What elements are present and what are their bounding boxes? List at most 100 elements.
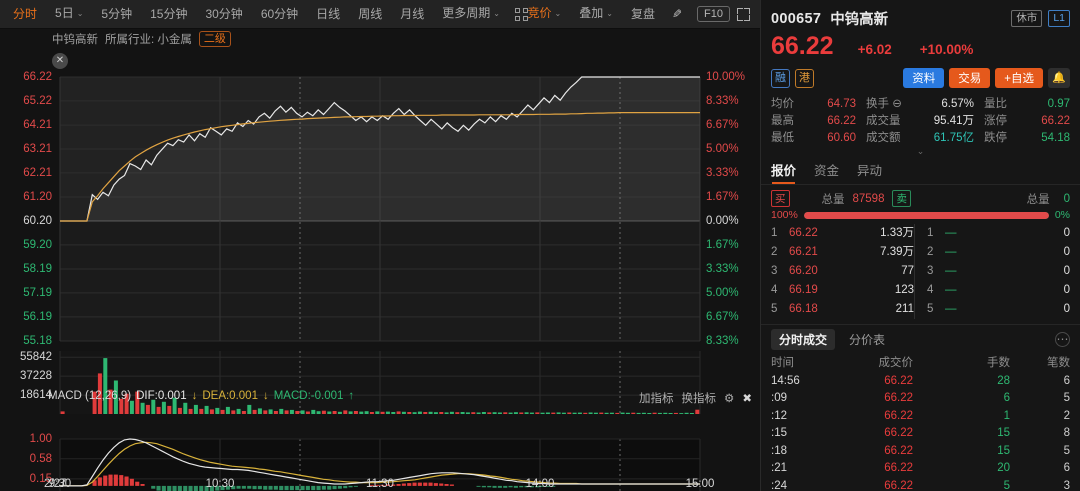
add-indicator-button[interactable]: 加指标 [639, 393, 674, 405]
chevron-down-icon[interactable]: ⌄ [606, 9, 613, 18]
quote-level-badge[interactable]: L1 [1048, 10, 1070, 27]
price-chart-svg[interactable] [0, 29, 760, 491]
close-icon[interactable]: ✕ [52, 53, 68, 69]
chevron-down-icon[interactable]: ⌄ [916, 146, 925, 157]
close-icon[interactable]: ✖ [742, 393, 752, 405]
orderbook-row[interactable]: 5 — 0 [927, 300, 1070, 319]
tick-row[interactable]: :18 66.22 15 5 [761, 443, 1080, 461]
period-tab-4[interactable]: 30分钟 [196, 0, 251, 29]
f10-button[interactable]: F10 [697, 6, 730, 22]
tab-time-ticks[interactable]: 分时成交 [771, 329, 836, 351]
toolbar-opt-0[interactable]: 竞价 ⌄ [519, 0, 571, 29]
level-volume: 0 [1063, 284, 1070, 297]
chevron-down-icon[interactable]: ⌄ [493, 9, 500, 18]
switch-indicator-button[interactable]: 换指标 [681, 393, 717, 405]
orderbook-row[interactable]: 5 66.18 211 [771, 300, 914, 319]
chevron-down-icon[interactable]: ⌄ [76, 9, 84, 18]
period-tab-5[interactable]: 60分钟 [252, 0, 307, 29]
margin-trading-badge[interactable]: 融 [771, 68, 790, 88]
orderbook-row[interactable]: 1 — 0 [927, 224, 1070, 243]
macd-histogram-bar [236, 485, 241, 489]
macd-histogram-bar [423, 482, 428, 486]
hk-connect-badge[interactable]: 港 [795, 68, 814, 88]
tick-row[interactable]: :12 66.22 1 2 [761, 408, 1080, 426]
label: 日线 [316, 6, 341, 21]
quote-tab-0[interactable]: 报价 [771, 156, 796, 185]
orderbook-row[interactable]: 2 — 0 [927, 243, 1070, 262]
gear-icon[interactable]: ⚙ [724, 393, 735, 405]
sell-label: 卖 [892, 190, 911, 208]
volume-bar [332, 411, 337, 414]
tick-row[interactable]: 14:56 66.22 28 6 [761, 373, 1080, 391]
bell-icon[interactable]: 🔔 [1048, 68, 1070, 89]
chart-date-label: 2/27 [44, 478, 67, 490]
orderbook-row[interactable]: 3 — 0 [927, 262, 1070, 281]
orderbook-row[interactable]: 4 — 0 [927, 281, 1070, 300]
toolbar-opt-2[interactable]: 复盘 [622, 0, 664, 29]
average-price-line [60, 112, 700, 222]
more-options-icon[interactable]: ⋯ [1055, 332, 1070, 348]
level-index: 3 [927, 265, 934, 278]
grid-layout-icon[interactable] [514, 7, 528, 21]
orderbook-row[interactable]: 1 66.22 1.33万 [771, 224, 914, 243]
volume-bar [225, 406, 230, 414]
stat-value: 61.75亿 [933, 132, 974, 145]
trade-button[interactable]: 交易 [949, 68, 991, 89]
buy-total-value: 87598 [852, 192, 885, 205]
chevron-down-icon[interactable]: ⌄ [554, 9, 562, 18]
volume-bar [359, 411, 364, 414]
tab-price-table[interactable]: 分价表 [849, 333, 886, 348]
tick-time: :24 [771, 479, 787, 491]
tick-hand: 28 [997, 374, 1010, 387]
period-tab-6[interactable]: 日线 [307, 0, 349, 29]
macd-histogram-bar [177, 485, 182, 491]
level-volume: 211 [895, 303, 914, 316]
level-price: — [945, 303, 957, 316]
volume-bar [369, 412, 374, 414]
tick-row[interactable]: :24 66.22 5 3 [761, 478, 1080, 491]
volume-bar [673, 412, 678, 414]
pen-icon[interactable]: ✎ [671, 7, 683, 21]
orderbook-row[interactable]: 2 66.21 7.39万 [771, 243, 914, 262]
time-axis-label: 14:00 [525, 478, 555, 490]
ticks-header-row: 时间 成交价 手数 笔数 [761, 353, 1080, 373]
period-tab-2[interactable]: 5分钟 [92, 0, 141, 29]
industry-level-tag[interactable]: 二级 [198, 31, 231, 47]
orderbook-row[interactable]: 3 66.20 77 [771, 262, 914, 281]
volume-bar [167, 405, 172, 414]
volume-bar [604, 412, 609, 414]
period-tab-1[interactable]: 5日 ⌄ [46, 0, 92, 29]
tick-row[interactable]: :21 66.22 20 6 [761, 460, 1080, 478]
volume-bar [513, 412, 518, 414]
tick-row[interactable]: :15 66.22 15 8 [761, 425, 1080, 443]
quote-tab-1[interactable]: 资金 [814, 164, 840, 179]
quote-tab-2[interactable]: 异动 [857, 164, 883, 179]
period-tab-9[interactable]: 更多周期 ⌄ [433, 0, 509, 29]
add-watchlist-button[interactable]: +自选 [995, 68, 1043, 89]
macd-histogram-bar [497, 485, 502, 488]
tick-price: 66.22 [884, 392, 913, 405]
period-tab-3[interactable]: 15分钟 [141, 0, 196, 29]
fullscreen-icon[interactable] [737, 7, 750, 21]
price-axis-label: 58.19 [23, 263, 52, 276]
time-axis-label: 9:30 [48, 478, 72, 490]
tick-time: :21 [771, 462, 787, 475]
tick-row[interactable]: :09 66.22 6 5 [761, 390, 1080, 408]
ticks-list: 14:56 66.22 28 6:09 66.22 6 5:12 66.22 1 2:15 66.2… [761, 373, 1080, 491]
macd-histogram-bar [113, 474, 118, 486]
period-tab-8[interactable]: 月线 [391, 0, 433, 29]
level-index: 2 [771, 246, 778, 259]
stat-value: 66.22 [1041, 115, 1070, 128]
volume-bar [231, 410, 236, 414]
period-tab-0[interactable]: 分时 [4, 0, 46, 29]
tick-price: 66.22 [884, 444, 913, 457]
sell-ratio-label: 0% [1054, 209, 1070, 222]
orderbook-row[interactable]: 4 66.19 123 [771, 281, 914, 300]
info-button[interactable]: 资料 [903, 68, 945, 89]
period-tab-7[interactable]: 周线 [349, 0, 391, 29]
toolbar-opt-1[interactable]: 叠加 ⌄ [570, 0, 622, 29]
volume-bar [108, 389, 113, 414]
stat-key: 涨停 [984, 115, 1007, 128]
volume-bar [428, 411, 433, 414]
